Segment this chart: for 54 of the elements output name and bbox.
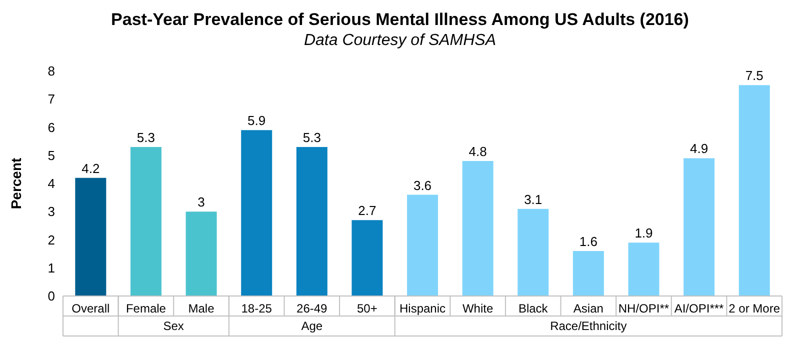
text: Race/Ethnicity (549, 319, 628, 333)
y-tick-label: 7 (48, 92, 55, 107)
data-label: 1.6 (579, 234, 598, 249)
bar (75, 178, 106, 296)
y-tick-label: 3 (48, 204, 55, 220)
bar (684, 158, 715, 296)
bar (462, 161, 494, 296)
x-tick-label: Black (518, 302, 549, 316)
bar (628, 242, 660, 296)
data-label: 1.9 (634, 226, 653, 241)
y-tick-label: 2 (48, 232, 55, 248)
data-label: 5.3 (302, 130, 321, 145)
data-label: 4.9 (690, 141, 708, 156)
bar (186, 212, 217, 296)
x-tick-label: Female (126, 302, 166, 316)
data-label: 2.7 (358, 203, 376, 218)
y-tick-label: 8 (48, 64, 55, 79)
y-tick-label: 6 (48, 120, 55, 135)
bar (738, 85, 770, 296)
chart-title: Past-Year Prevalence of Serious Mental Illness Among US Adults (2016) (110, 10, 690, 30)
y-tick-label: 5 (48, 148, 55, 163)
x-tick-label: Hispanic (399, 302, 446, 316)
text: Age (300, 319, 324, 333)
bar (407, 194, 438, 296)
bar (518, 208, 549, 296)
y-tick-label: 1 (48, 260, 55, 276)
y-tick-label: 4 (48, 176, 55, 192)
data-label: 3 (198, 194, 205, 210)
x-tick-label: AI/OPI*** (674, 302, 724, 316)
x-tick-label: White (462, 302, 494, 316)
y-tick-label: 0 (48, 288, 55, 304)
x-tick-label: Male (188, 302, 215, 316)
x-tick-label: Asian (573, 302, 604, 316)
bar (130, 146, 162, 296)
x-tick-label: 26-49 (296, 302, 328, 316)
data-label: 4.2 (82, 160, 100, 176)
bar (352, 220, 383, 296)
x-tick-label: 50+ (357, 302, 378, 316)
data-label: 7.5 (745, 68, 764, 84)
bar (241, 130, 272, 296)
x-tick-label: 2 or More (728, 302, 780, 316)
data-label: 5.9 (248, 113, 266, 128)
x-tick-label: NH/OPI** (618, 302, 670, 316)
bar (572, 251, 604, 296)
text: Sex (162, 319, 185, 333)
data-label: 5.3 (136, 130, 156, 145)
bar (296, 146, 328, 296)
chart-subtitle: Data Courtesy of SAMHSA (302, 32, 498, 50)
x-tick-label: Overall (72, 302, 110, 316)
data-label: 3.6 (413, 178, 432, 193)
y-axis-title: Percent (8, 157, 24, 210)
data-label: 4.8 (468, 144, 487, 159)
data-label: 3.1 (524, 192, 542, 207)
x-tick-label: 18-25 (241, 302, 272, 316)
